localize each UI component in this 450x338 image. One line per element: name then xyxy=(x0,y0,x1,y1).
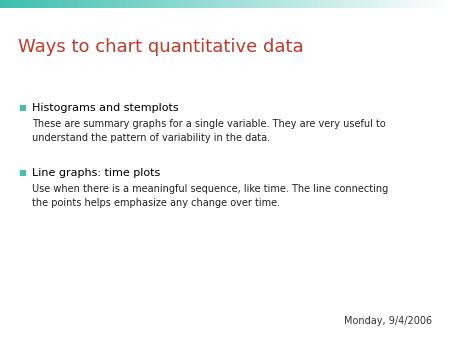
Text: These are summary graphs for a single variable. They are very useful to
understa: These are summary graphs for a single va… xyxy=(32,119,386,143)
Text: ■: ■ xyxy=(18,103,26,112)
Text: Ways to chart quantitative data: Ways to chart quantitative data xyxy=(18,38,304,56)
Text: Line graphs: time plots: Line graphs: time plots xyxy=(32,168,160,178)
Text: Use when there is a meaningful sequence, like time. The line connecting
the poin: Use when there is a meaningful sequence,… xyxy=(32,184,388,208)
Text: ■: ■ xyxy=(18,168,26,177)
Text: Histograms and stemplots: Histograms and stemplots xyxy=(32,103,179,113)
Text: Monday, 9/4/2006: Monday, 9/4/2006 xyxy=(344,316,432,326)
